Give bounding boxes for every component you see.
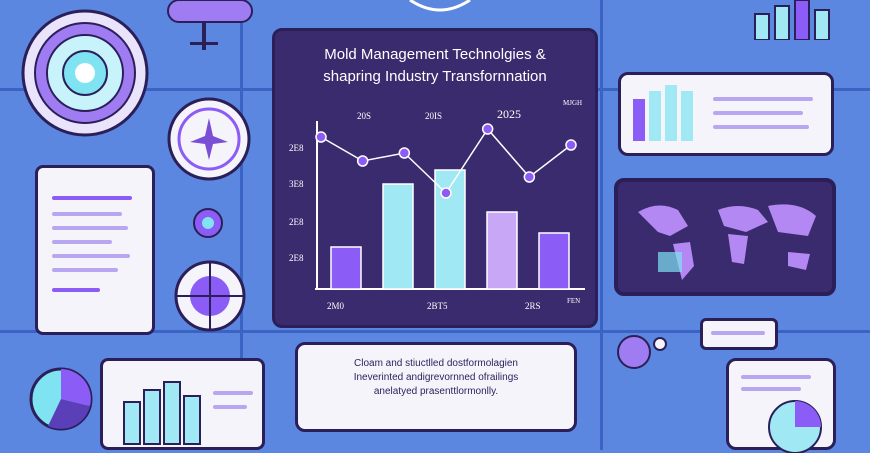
chart-point [565,139,577,151]
world-map-tablet [614,178,836,296]
top-label: 20S [357,111,372,121]
cloud-icon [167,0,253,50]
node-icon [617,335,667,369]
y-tick-label: 2E8 [289,253,304,263]
x-tick-label: 2BT5 [427,301,448,311]
bar-chart-icon [754,0,830,40]
y-tick-label: 3E8 [289,179,304,189]
chart-bar [538,232,570,290]
world-map-icon [638,204,816,280]
x-tick-label: 2RS [525,301,541,311]
x-unit: FEN [567,297,581,305]
chart-point [356,155,369,167]
y-tick-label: 2E8 [289,217,304,227]
x-tick-label: 2M0 [327,301,345,311]
top-label: 2025 [497,107,521,121]
airplane-icon [167,97,251,181]
pie-chart-icon [174,260,246,332]
circular-dial-icon [21,9,149,137]
connector-line [240,0,243,450]
chart-panel: Mold Management Technolgies & shapring I… [272,28,598,328]
pie-chart-icon [29,367,93,431]
chart-point [481,123,494,135]
connector-line [0,330,870,333]
chart-bar [486,211,518,290]
report-card [618,72,834,156]
connector-line [600,0,603,450]
document-phone [35,165,155,335]
chart-title-line1: Mold Management Technolgies & [324,46,546,63]
pie-phone [726,358,836,453]
caption-box: Cloam and stiuctlled dostformolagien Ine… [295,342,577,432]
chart-title-line2: shapring Industry Transfornnation [323,68,547,85]
top-label: 20IS [425,111,443,121]
caption-line1: Cloam and stiuctlled dostformolagien [354,358,518,369]
chart-point [398,147,411,159]
chart-point [440,187,452,199]
info-card [700,318,778,350]
chart-point [315,131,327,143]
caption-line3: anelatyed prasenttlormonlly. [373,386,499,397]
bar-chart-card [100,358,265,450]
top-unit: MJGH [563,99,583,107]
bar-line-chart [315,121,585,290]
caption-line2: Ineverinted andigrevornned ofrailings [353,372,519,383]
y-tick-label: 2E8 [289,143,304,153]
gear-icon [193,208,223,238]
target-icon [409,0,471,12]
chart-point [523,171,536,183]
chart-bar [330,246,362,290]
chart-bar [382,183,414,290]
